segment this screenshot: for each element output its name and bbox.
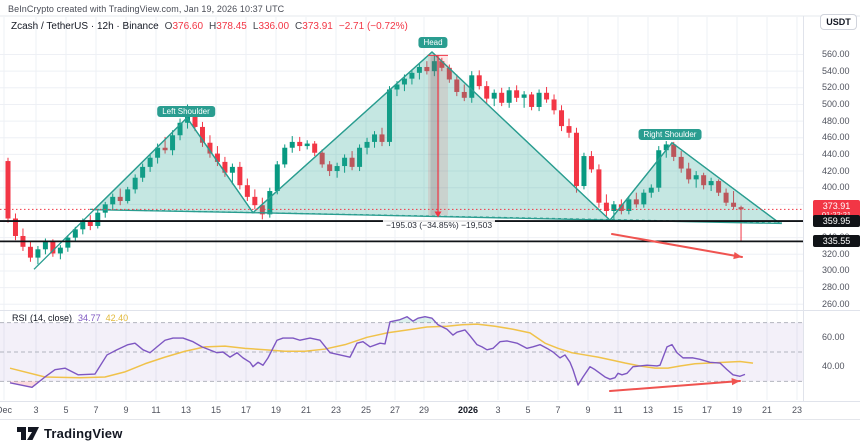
rsi-tick-label: 60.00	[822, 331, 845, 342]
time-tick-label: 5	[525, 405, 531, 415]
ohlc-open-value: 376.60	[172, 21, 204, 32]
price-tick-label: 540.00	[822, 65, 850, 76]
head-label[interactable]: Head	[418, 37, 448, 48]
price-range-measure-label: −195.03 (−34.85%) −19,503	[382, 220, 496, 230]
ohlc-high-value: 378.45	[216, 21, 247, 32]
price-tick-label: 500.00	[822, 98, 850, 109]
rsi-value: 34.77	[78, 313, 101, 323]
tradingview-logo-text: TradingView	[44, 426, 123, 441]
support-price-badge: 335.55	[813, 235, 860, 247]
symbol-legend: Zcash / TetherUS · 12h · Binance O376.60 H…	[11, 21, 408, 32]
price-tick-label: 440.00	[822, 148, 850, 159]
price-tick-label: 420.00	[822, 165, 850, 176]
rsi-legend: RSI (14, close) 34.77 42.40	[12, 313, 128, 323]
ohlc-low-value: 336.00	[258, 21, 290, 32]
footer-bar: TradingView	[0, 419, 860, 447]
rsi-tick-label: 40.00	[822, 361, 845, 372]
time-tick-label: 21	[761, 405, 773, 415]
candle-countdown: 01:22:21	[813, 211, 860, 220]
change-value: −2.71 (−0.72%)	[338, 21, 408, 32]
time-tick-label: Dec	[0, 405, 13, 415]
symbol-title: Zcash / TetherUS · 12h · Binance	[11, 21, 159, 32]
time-tick-label: 11	[613, 405, 623, 415]
time-tick-label: 21	[300, 405, 312, 415]
price-tick-label: 260.00	[822, 298, 850, 309]
ohlc-close-label: C	[295, 21, 303, 32]
right-shoulder-label[interactable]: Right Shoulder	[638, 129, 702, 140]
ohlc-low-label: L	[252, 21, 259, 32]
neckline-price-badge: 359.95	[813, 215, 860, 227]
time-tick-label: 3	[33, 405, 39, 415]
rsi-ma-value: 42.40	[105, 313, 129, 323]
time-tick-label: 23	[791, 405, 803, 415]
price-tick-label: 460.00	[822, 132, 850, 143]
price-tick-label: 480.00	[822, 115, 850, 126]
time-tick-label: 23	[330, 405, 342, 415]
time-tick-label: 15	[210, 405, 222, 415]
price-tick-label: 400.00	[822, 182, 850, 193]
time-tick-label: 3	[495, 405, 501, 415]
ohlc-open-label: O	[164, 21, 173, 32]
time-tick-label: 17	[240, 405, 252, 415]
price-tick-label: 300.00	[822, 265, 850, 276]
rsi-title: RSI	[12, 313, 28, 323]
price-tick-label: 560.00	[822, 49, 850, 59]
time-tick-label: 27	[389, 405, 401, 415]
time-tick-label: 5	[63, 405, 69, 415]
price-tick-label: 520.00	[822, 82, 850, 93]
time-tick-label: 13	[642, 405, 654, 415]
price-tick-label: 320.00	[822, 248, 850, 259]
left-shoulder-label[interactable]: Left Shoulder	[157, 106, 215, 117]
last-price-value: 373.91	[822, 201, 851, 211]
time-tick-label: 13	[180, 405, 192, 415]
tradingview-logo[interactable]: TradingView	[17, 426, 123, 441]
time-tick-label: 19	[270, 405, 282, 415]
time-tick-label: 9	[585, 405, 591, 415]
time-tick-label: 29	[418, 405, 430, 415]
attribution-text: BeInCrypto created with TradingView.com,…	[8, 4, 285, 14]
time-tick-label: 2026	[457, 405, 479, 415]
time-tick-label: 7	[93, 405, 99, 415]
time-axis[interactable]: Dec 3 5 7 9 11 13 15 17 19 21 23 25 27 29 2026 3 5 7 9 11 13 1…	[0, 402, 860, 419]
ohlc-close-value: 373.91	[302, 21, 333, 32]
rsi-params: (14, close)	[30, 313, 73, 323]
time-tick-label: 17	[701, 405, 713, 415]
time-tick-label: 9	[123, 405, 129, 415]
price-tick-label: 280.00	[822, 282, 850, 293]
time-tick-label: 15	[672, 405, 684, 415]
time-tick-label: 19	[731, 405, 743, 415]
tradingview-logo-icon	[17, 427, 39, 440]
currency-button[interactable]: USDT	[820, 14, 857, 30]
time-tick-label: 11	[151, 405, 161, 415]
ohlc-high-label: H	[209, 21, 217, 32]
time-tick-label: 25	[360, 405, 372, 415]
time-tick-label: 7	[555, 405, 561, 415]
